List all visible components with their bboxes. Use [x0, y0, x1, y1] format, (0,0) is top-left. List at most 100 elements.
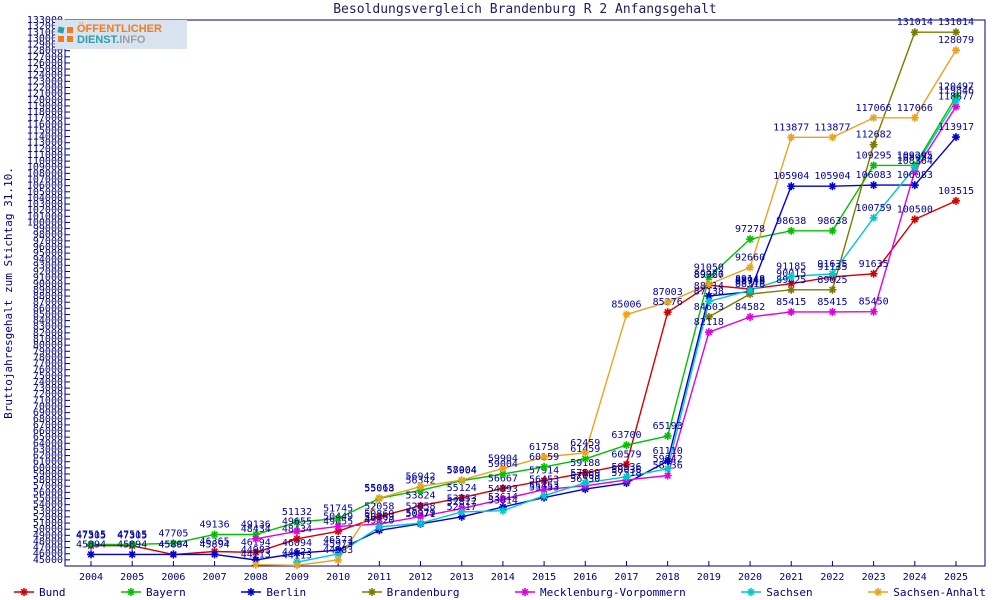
svg-text:65193: 65193 [653, 421, 683, 432]
svg-text:85450: 85450 [859, 297, 889, 308]
svg-text:98000: 98000 [33, 230, 63, 241]
svg-text:2023: 2023 [862, 572, 886, 583]
svg-text:2024: 2024 [903, 572, 927, 583]
svg-text:53000: 53000 [33, 506, 63, 517]
svg-text:64000: 64000 [33, 438, 63, 449]
svg-text:50000: 50000 [33, 524, 63, 535]
svg-text:89025: 89025 [817, 275, 847, 286]
legend-label: Brandenburg [386, 585, 460, 599]
svg-text:2009: 2009 [285, 572, 309, 583]
svg-text:103515: 103515 [938, 186, 974, 197]
svg-text:95000: 95000 [33, 248, 63, 259]
svg-text:56342: 56342 [405, 475, 435, 486]
logo-line2-info: INFO [119, 33, 146, 46]
svg-text:87003: 87003 [653, 287, 683, 298]
svg-text:52058: 52058 [405, 502, 435, 513]
svg-text:129000: 129000 [27, 40, 63, 51]
svg-text:84603: 84603 [694, 302, 724, 313]
svg-text:2021: 2021 [779, 572, 803, 583]
svg-text:86000: 86000 [33, 303, 63, 314]
svg-text:121000: 121000 [27, 89, 63, 100]
svg-text:73000: 73000 [33, 383, 63, 394]
svg-text:59904: 59904 [488, 453, 518, 464]
svg-text:119846: 119846 [938, 86, 974, 97]
svg-text:82000: 82000 [33, 328, 63, 339]
svg-text:58000: 58000 [33, 475, 63, 486]
svg-text:2020: 2020 [738, 572, 762, 583]
svg-text:112682: 112682 [856, 130, 892, 141]
svg-text:52000: 52000 [33, 512, 63, 523]
svg-text:66000: 66000 [33, 426, 63, 437]
svg-text:88318: 88318 [735, 279, 765, 290]
svg-text:123000: 123000 [27, 76, 63, 87]
svg-text:97000: 97000 [33, 236, 63, 247]
svg-text:46094: 46094 [282, 538, 312, 549]
svg-text:101000: 101000 [27, 211, 63, 222]
legend-label: Bayern [146, 585, 186, 599]
svg-text:2005: 2005 [120, 572, 144, 583]
legend-marker-icon [14, 588, 34, 596]
svg-text:46573: 46573 [323, 535, 353, 546]
svg-text:45000: 45000 [33, 555, 63, 566]
svg-text:52058: 52058 [364, 502, 394, 513]
legend-marker-icon [121, 588, 142, 596]
svg-text:105000: 105000 [27, 187, 63, 198]
svg-text:88948: 88948 [735, 275, 765, 286]
svg-text:44623: 44623 [282, 547, 312, 558]
svg-text:2008: 2008 [244, 572, 268, 583]
svg-text:72000: 72000 [33, 389, 63, 400]
svg-text:53014: 53014 [488, 496, 518, 507]
logo-text: ÖFFENTLICHER DIENST.INFO [77, 23, 162, 46]
svg-text:90000: 90000 [33, 279, 63, 290]
svg-text:48000: 48000 [33, 536, 63, 547]
svg-text:57000: 57000 [33, 481, 63, 492]
svg-text:2007: 2007 [203, 572, 227, 583]
svg-text:117000: 117000 [27, 113, 63, 124]
svg-text:49136: 49136 [241, 519, 271, 530]
svg-text:108000: 108000 [27, 168, 63, 179]
legend-marker-icon [868, 588, 889, 596]
svg-text:45894: 45894 [117, 539, 147, 550]
svg-text:62459: 62459 [570, 438, 600, 449]
svg-text:59842: 59842 [653, 454, 683, 465]
svg-text:77000: 77000 [33, 359, 63, 370]
svg-text:106083: 106083 [897, 170, 933, 181]
svg-text:56942: 56942 [405, 472, 435, 483]
svg-text:55063: 55063 [364, 483, 394, 494]
svg-text:55000: 55000 [33, 494, 63, 505]
svg-text:54893: 54893 [488, 484, 518, 495]
svg-text:85000: 85000 [33, 309, 63, 320]
svg-text:47000: 47000 [33, 543, 63, 554]
svg-text:58536: 58536 [611, 462, 641, 473]
svg-text:122000: 122000 [27, 82, 63, 93]
svg-text:52817: 52817 [447, 497, 477, 508]
plot-area: 4500046000470004800049000500005100052000… [27, 15, 986, 583]
svg-text:118000: 118000 [27, 107, 63, 118]
svg-text:44113: 44113 [282, 550, 312, 561]
svg-text:59188: 59188 [570, 458, 600, 469]
svg-text:83000: 83000 [33, 322, 63, 333]
svg-text:124000: 124000 [27, 70, 63, 81]
svg-text:63000: 63000 [33, 444, 63, 455]
svg-text:74000: 74000 [33, 377, 63, 388]
svg-text:91050: 91050 [694, 262, 724, 273]
svg-text:53353: 53353 [447, 494, 477, 505]
svg-text:2012: 2012 [408, 572, 432, 583]
svg-text:63700: 63700 [611, 430, 641, 441]
svg-text:96000: 96000 [33, 242, 63, 253]
svg-text:61758: 61758 [529, 442, 559, 453]
svg-text:55124: 55124 [447, 483, 477, 494]
svg-text:108954: 108954 [897, 153, 933, 164]
svg-text:100500: 100500 [897, 204, 933, 215]
legend-marker-icon [361, 588, 382, 596]
svg-text:92000: 92000 [33, 267, 63, 278]
legend-marker-icon [241, 588, 262, 596]
svg-text:131014: 131014 [897, 17, 933, 28]
legend-item-brandenburg: Brandenburg [361, 585, 460, 599]
svg-text:109295: 109295 [897, 150, 933, 161]
svg-text:57904: 57904 [447, 466, 477, 477]
svg-text:2006: 2006 [161, 572, 185, 583]
svg-text:55453: 55453 [529, 481, 559, 492]
legend-item-berlin: Berlin [241, 586, 306, 599]
